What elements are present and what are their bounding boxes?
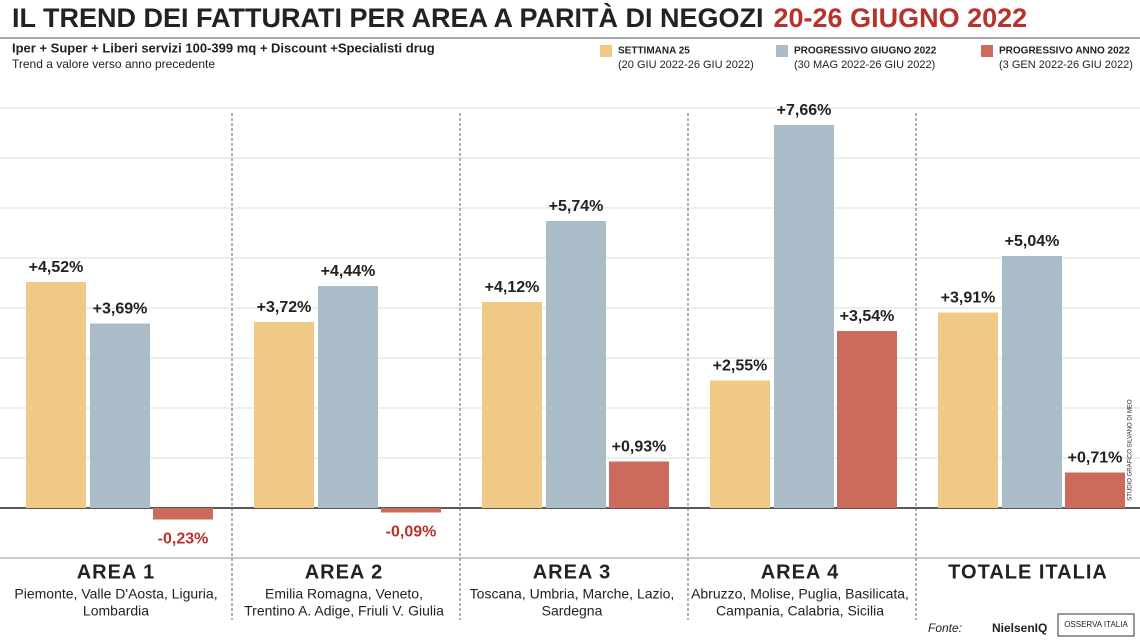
- bar: [837, 331, 897, 508]
- category-description: Lombardia: [83, 603, 149, 619]
- bar: [609, 461, 669, 508]
- logo: OSSERVA ITALIA: [1064, 620, 1128, 629]
- category-description: Piemonte, Valle D'Aosta, Liguria,: [14, 586, 217, 602]
- legend-period: (3 GEN 2022-26 GIU 2022): [999, 59, 1133, 71]
- value-label: +3,72%: [257, 299, 312, 316]
- source-label: Fonte:: [928, 621, 962, 635]
- title-main: IL TREND DEI FATTURATI PER AREA A PARITÀ…: [12, 2, 764, 33]
- bar: [318, 286, 378, 508]
- category-description: Sardegna: [542, 603, 603, 619]
- category-description: Abruzzo, Molise, Puglia, Basilicata,: [691, 586, 909, 602]
- category-description: Emilia Romagna, Veneto,: [265, 586, 423, 602]
- bar: [546, 221, 606, 508]
- value-label: +0,93%: [612, 439, 667, 456]
- value-label: +3,69%: [93, 301, 148, 318]
- value-label: +4,44%: [321, 263, 376, 280]
- bar: [381, 508, 441, 513]
- legend-swatch: [600, 45, 612, 57]
- category-label: AREA 4: [761, 561, 840, 583]
- bar: [710, 380, 770, 508]
- category-description: Campania, Calabria, Sicilia: [716, 603, 884, 619]
- bar: [254, 322, 314, 508]
- logo: NielsenIQ: [992, 621, 1047, 635]
- value-label: +3,54%: [840, 308, 895, 325]
- value-label: +5,74%: [549, 198, 604, 215]
- legend-period: (30 MAG 2022-26 GIU 2022): [794, 59, 935, 71]
- bar: [774, 125, 834, 508]
- value-label: +0,71%: [1068, 450, 1123, 467]
- legend-label: PROGRESSIVO ANNO 2022: [999, 46, 1130, 57]
- category-label: AREA 2: [305, 561, 384, 583]
- legend-label: PROGRESSIVO GIUGNO 2022: [794, 46, 937, 57]
- value-label: +3,91%: [941, 290, 996, 307]
- title-period: 20-26 GIUGNO 2022: [774, 3, 1028, 33]
- bar: [938, 312, 998, 508]
- bar: [1065, 472, 1125, 508]
- credit: STUDIO GRAFICO SILVANO DI MEO: [1128, 399, 1134, 501]
- legend-swatch: [776, 45, 788, 57]
- logo-box: [1057, 613, 1135, 637]
- bar: [1002, 256, 1062, 508]
- value-label: +7,66%: [777, 102, 832, 119]
- legend-swatch: [981, 45, 993, 57]
- value-label: +4,12%: [485, 279, 540, 296]
- category-label: AREA 1: [77, 561, 156, 583]
- bar: [26, 282, 86, 508]
- value-label: +2,55%: [713, 358, 768, 375]
- value-label: -0,09%: [386, 524, 437, 541]
- bar: [482, 302, 542, 508]
- category-label: AREA 3: [533, 561, 612, 583]
- value-label: -0,23%: [158, 531, 209, 548]
- category-description: Toscana, Umbria, Marche, Lazio,: [470, 586, 675, 602]
- legend-label: SETTIMANA 25: [618, 46, 690, 57]
- subtitle2: Trend a valore verso anno precedente: [12, 57, 215, 71]
- chart-title: IL TREND DEI FATTURATI PER AREA A PARITÀ…: [12, 2, 1027, 33]
- category-label: TOTALE ITALIA: [948, 561, 1108, 583]
- legend-period: (20 GIU 2022-26 GIU 2022): [618, 59, 754, 71]
- value-label: +4,52%: [29, 259, 84, 276]
- bar: [90, 323, 150, 508]
- bar: [153, 508, 213, 520]
- value-label: +5,04%: [1005, 233, 1060, 250]
- subtitle: Iper + Super + Liberi servizi 100-399 mq…: [12, 40, 435, 55]
- category-description: Trentino A. Adige, Friuli V. Giulia: [244, 603, 444, 619]
